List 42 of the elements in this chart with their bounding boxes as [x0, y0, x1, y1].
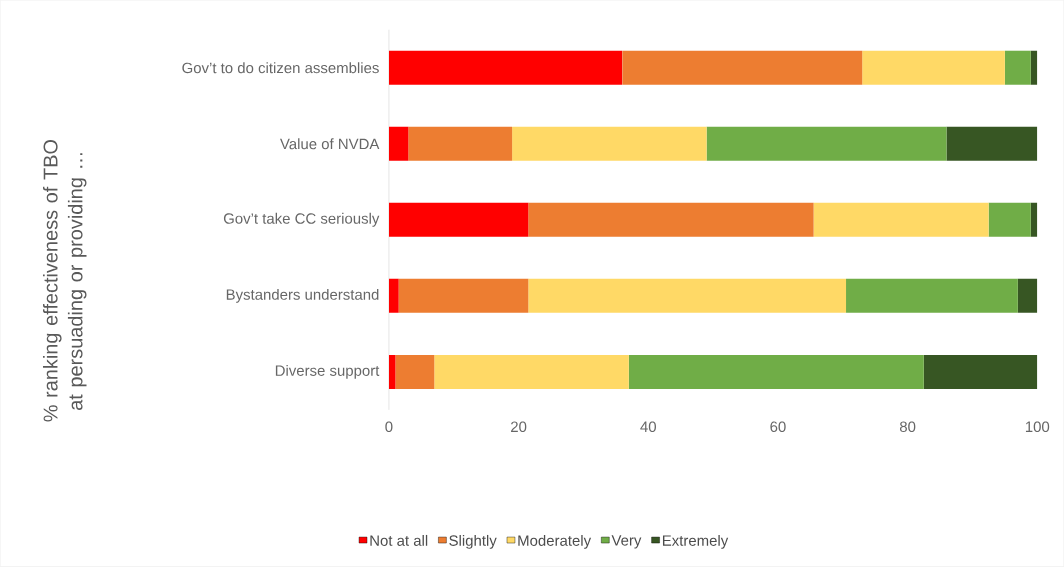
legend-label: Not at all [370, 535, 428, 547]
y-axis-title: % ranking effectiveness of TBO at persuading or providing … [42, 140, 87, 422]
bar [846, 278, 1018, 314]
bar [813, 202, 989, 237]
bar [1017, 278, 1038, 314]
bar [1004, 50, 1031, 85]
x-tick-label: 100 [1025, 421, 1050, 433]
legend-label: Moderately [518, 535, 592, 549]
bar [528, 202, 814, 237]
bar [528, 278, 847, 314]
y-tick-label: Gov’t take CC seriously [223, 212, 380, 227]
bar [1030, 50, 1038, 85]
bar [388, 278, 399, 314]
bar [862, 50, 1005, 85]
bar [388, 202, 529, 237]
bar [923, 355, 1038, 390]
y-tick-label: Diverse support [275, 365, 380, 379]
x-tick-label: 80 [899, 421, 916, 433]
bar [408, 126, 513, 161]
bar [388, 355, 396, 390]
legend-label: Slightly [449, 535, 497, 549]
y-tick-label: Value of NVDA [280, 138, 380, 150]
x-tick-label: 0 [385, 421, 393, 433]
x-tick-label: 20 [511, 421, 527, 433]
bar [622, 50, 863, 85]
bar [628, 355, 924, 390]
legend-label: Extremely [662, 535, 729, 549]
y-tick-label: Gov’t to do citizen assemblies [182, 62, 379, 74]
legend-label: Very [611, 535, 642, 549]
y-tick-label: Bystanders understand [226, 289, 379, 303]
bar [946, 126, 1038, 161]
x-tick-label: 60 [770, 421, 786, 433]
bar [388, 126, 409, 161]
bar [395, 355, 435, 390]
bar [434, 355, 629, 390]
bar [398, 278, 529, 314]
bar [1030, 202, 1038, 237]
bar [512, 126, 707, 161]
bar [706, 126, 947, 161]
x-tick-label: 40 [640, 421, 656, 433]
bar [388, 50, 623, 85]
bar [988, 202, 1031, 237]
